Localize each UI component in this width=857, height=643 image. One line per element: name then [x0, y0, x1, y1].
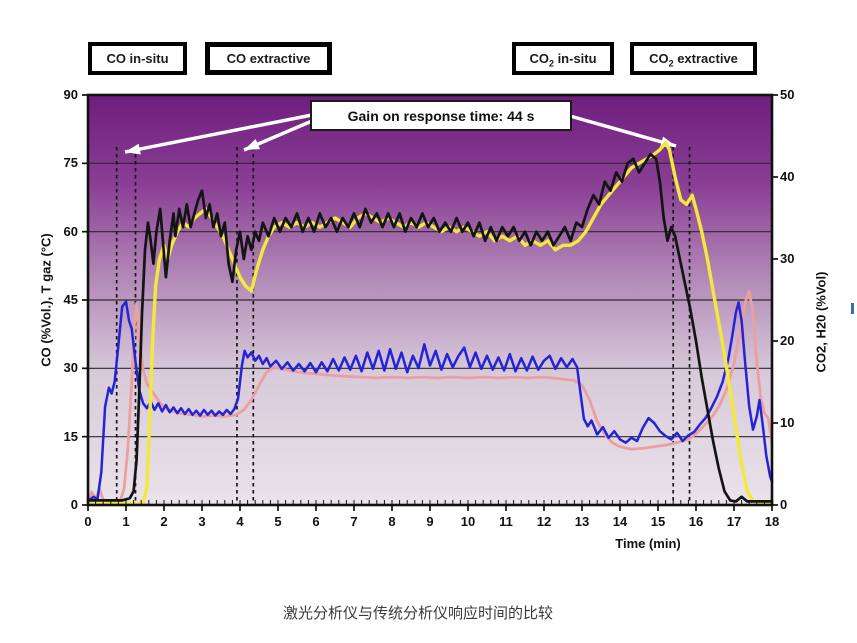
series-co-in-situ: [86, 152, 774, 503]
x-tick-label: 11: [499, 514, 513, 529]
edge-artifact-mark: [851, 303, 854, 314]
y-axis-title-right: CO2, H20 (%Vol): [813, 271, 829, 373]
y-right-tick-label: 40: [780, 169, 795, 184]
annotation-text: Gain on response time: 44 s: [347, 107, 535, 124]
legend-label: CO2 in-situ: [529, 51, 597, 69]
x-tick-label: 9: [426, 514, 434, 529]
y-right-tick-label: 20: [780, 333, 795, 348]
x-tick-label: 16: [688, 514, 704, 529]
x-tick-label: 8: [388, 514, 396, 529]
legend-co-insitu: CO in-situ: [88, 42, 187, 75]
x-tick-label: 13: [574, 514, 590, 529]
legend-co-extractive: CO extractive: [205, 42, 332, 75]
y-left-tick-label: 90: [63, 87, 78, 102]
x-tick-label: 12: [536, 514, 552, 529]
y-right-tick-label: 30: [780, 251, 795, 266]
y-left-tick-label: 15: [63, 428, 78, 444]
y-left-tick-label: 60: [63, 223, 78, 239]
y-right-tick-label: 10: [780, 415, 795, 430]
y-right-tick-label: 50: [780, 87, 795, 102]
y-left-tick-label: 45: [63, 292, 78, 307]
legend-co2-insitu: CO2 in-situ: [512, 42, 614, 75]
legend-label: CO extractive: [226, 51, 311, 66]
annotation-gain-response: Gain on response time: 44 s: [310, 100, 572, 131]
x-tick-label: 10: [460, 514, 476, 529]
x-tick-label: 0: [84, 514, 92, 529]
figure-caption: 激光分析仪与传统分析仪响应时间的比较: [282, 605, 554, 622]
x-tick-label: 6: [312, 514, 320, 529]
x-tick-label: 17: [726, 514, 742, 529]
x-tick-label: 5: [274, 514, 282, 529]
y-left-tick-label: 30: [63, 360, 78, 376]
x-tick-label: 2: [160, 514, 168, 529]
x-tick-label: 18: [764, 514, 780, 529]
y-right-tick-label: 0: [780, 497, 788, 512]
x-tick-label: 3: [198, 514, 206, 529]
x-tick-label: 15: [650, 514, 666, 529]
x-tick-label: 7: [350, 514, 358, 529]
x-tick-label: 4: [236, 514, 244, 529]
series-co2-in-situ: [86, 300, 774, 503]
legend-label: CO2 extractive: [649, 51, 738, 69]
series-co2-extractive: [86, 290, 774, 504]
x-axis-title: Time (min): [615, 536, 681, 551]
legend-co2-extractive: CO2 extractive: [630, 42, 757, 75]
x-tick-label: 14: [612, 514, 628, 529]
y-left-tick-label: 75: [63, 155, 78, 171]
x-tick-label: 1: [122, 514, 130, 529]
legend-label: CO in-situ: [106, 51, 169, 66]
y-left-tick-label: 0: [70, 497, 78, 512]
